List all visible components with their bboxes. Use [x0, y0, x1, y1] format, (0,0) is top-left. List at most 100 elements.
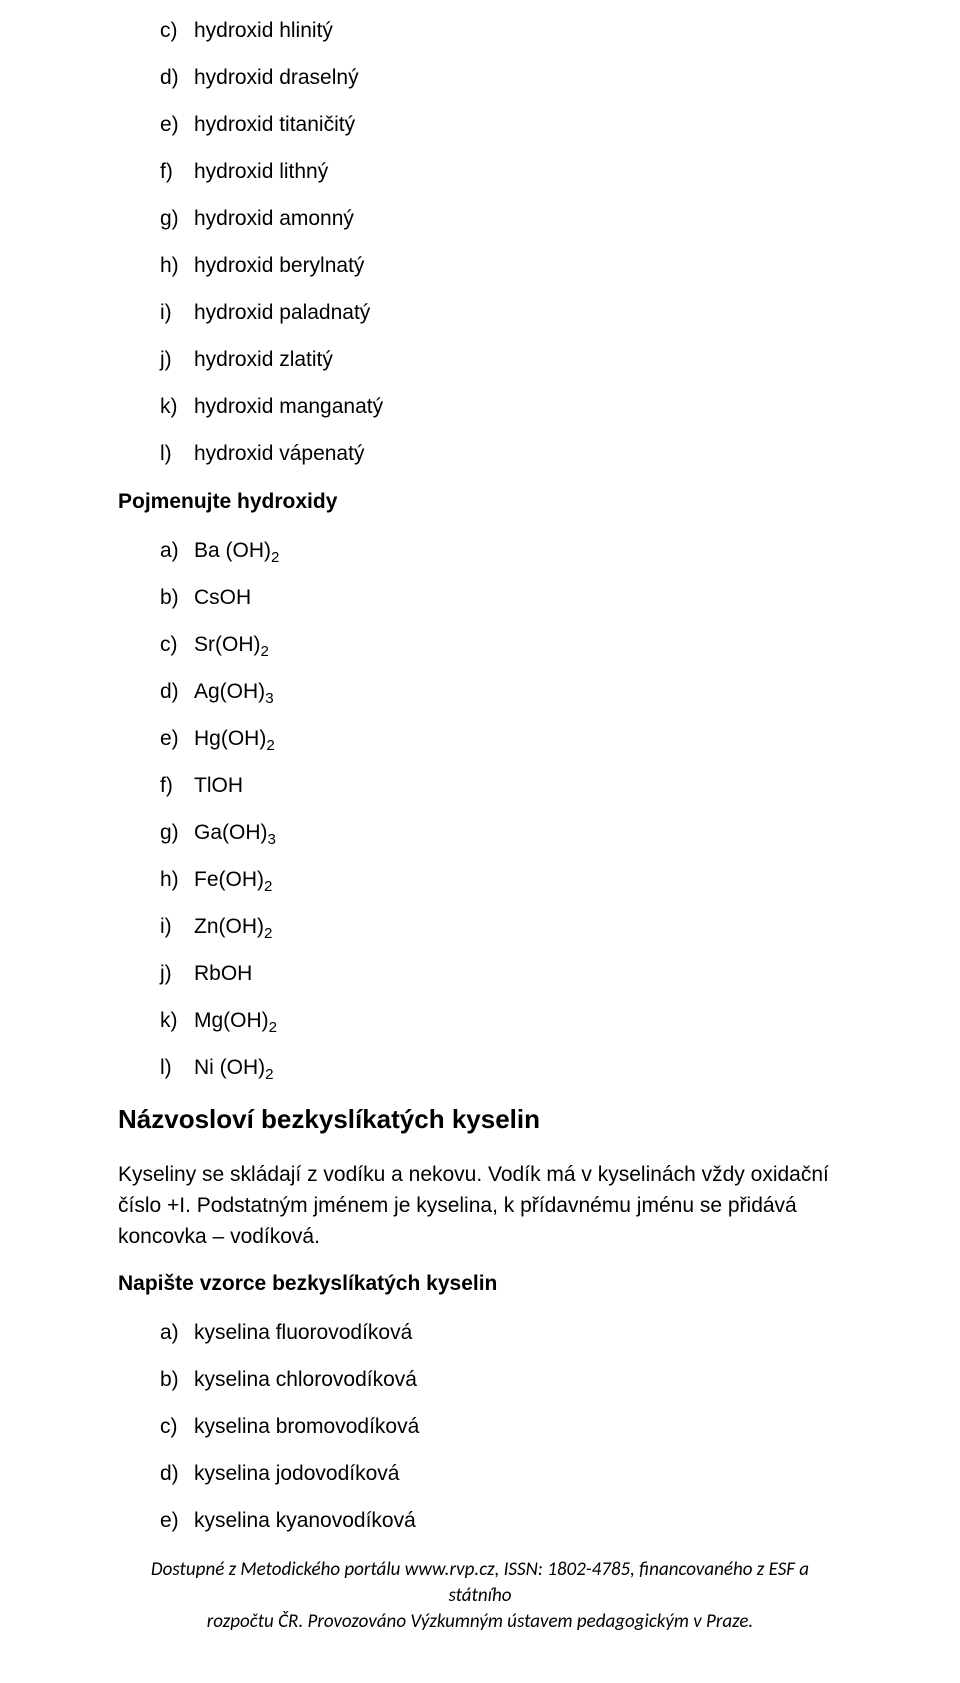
formula-sub: 3 — [265, 690, 273, 707]
formula-base: Hg(OH) — [194, 727, 266, 750]
list-item: j)RbOH — [160, 963, 842, 984]
item-text: kyselina jodovodíková — [194, 1462, 399, 1485]
list-item: h)Fe(OH)2 — [160, 869, 842, 890]
hydroxide-formulas-list: a)Ba (OH)2 b)CsOH c)Sr(OH)2 d)Ag(OH)3 e)… — [160, 540, 842, 1078]
item-text: hydroxid draselný — [194, 66, 359, 89]
formula-base: Ga(OH) — [194, 821, 268, 844]
formula-base: Ni (OH) — [194, 1056, 265, 1079]
formula-base: Ag(OH) — [194, 680, 265, 703]
heading-name-hydroxides: Pojmenujte hydroxidy — [118, 490, 842, 514]
formula-sub: 2 — [265, 1066, 273, 1083]
list-item: h)hydroxid berylnatý — [160, 255, 842, 276]
item-text: hydroxid vápenatý — [194, 442, 364, 465]
item-marker: f) — [160, 775, 194, 796]
item-text: hydroxid amonný — [194, 207, 354, 230]
list-item: c)hydroxid hlinitý — [160, 20, 842, 41]
item-marker: i) — [160, 302, 194, 323]
item-text: hydroxid manganatý — [194, 395, 383, 418]
formula-sub: 2 — [271, 549, 279, 566]
list-item: f)hydroxid lithný — [160, 161, 842, 182]
item-marker: c) — [160, 1416, 194, 1437]
formula-sub: 2 — [264, 925, 272, 942]
footer-line-2: rozpočtu ČR. Provozováno Výzkumným ústav… — [207, 1610, 753, 1633]
item-marker: c) — [160, 20, 194, 41]
list-item: e)Hg(OH)2 — [160, 728, 842, 749]
item-text: hydroxid paladnatý — [194, 301, 370, 324]
item-marker: b) — [160, 587, 194, 608]
formula-sub: 3 — [268, 831, 276, 848]
list-item: e)hydroxid titaničitý — [160, 114, 842, 135]
item-text: kyselina chlorovodíková — [194, 1368, 417, 1391]
item-text: hydroxid titaničitý — [194, 113, 355, 136]
list-item: l)hydroxid vápenatý — [160, 443, 842, 464]
acid-names-list: a)kyselina fluorovodíková b)kyselina chl… — [160, 1322, 842, 1531]
list-item: d)kyselina jodovodíková — [160, 1463, 842, 1484]
formula-sub: 2 — [261, 643, 269, 660]
list-item: k)Mg(OH)2 — [160, 1010, 842, 1031]
item-marker: h) — [160, 869, 194, 890]
list-item: j)hydroxid zlatitý — [160, 349, 842, 370]
formula-base: Ba (OH) — [194, 539, 271, 562]
formula-base: Zn(OH) — [194, 915, 264, 938]
formula-base: Fe(OH) — [194, 868, 264, 891]
list-item: d)Ag(OH)3 — [160, 681, 842, 702]
item-marker: h) — [160, 255, 194, 276]
item-marker: l) — [160, 443, 194, 464]
footer-line-1: Dostupné z Metodického portálu www.rvp.c… — [151, 1558, 809, 1607]
item-marker: a) — [160, 1322, 194, 1343]
formula-base: CsOH — [194, 586, 251, 609]
item-marker: g) — [160, 822, 194, 843]
item-marker: j) — [160, 963, 194, 984]
formula-sub: 2 — [266, 737, 274, 754]
formula-base: Sr(OH) — [194, 633, 261, 656]
item-text: hydroxid zlatitý — [194, 348, 333, 371]
item-marker: j) — [160, 349, 194, 370]
list-item: b)kyselina chlorovodíková — [160, 1369, 842, 1390]
list-item: e)kyselina kyanovodíková — [160, 1510, 842, 1531]
formula-base: TlOH — [194, 774, 243, 797]
list-item: g)hydroxid amonný — [160, 208, 842, 229]
item-marker: i) — [160, 916, 194, 937]
hydroxide-names-list: c)hydroxid hlinitý d)hydroxid draselný e… — [160, 20, 842, 464]
list-item: l)Ni (OH)2 — [160, 1057, 842, 1078]
item-text: hydroxid hlinitý — [194, 19, 333, 42]
item-marker: d) — [160, 1463, 194, 1484]
item-text: kyselina bromovodíková — [194, 1415, 419, 1438]
item-marker: d) — [160, 67, 194, 88]
list-item: i)Zn(OH)2 — [160, 916, 842, 937]
item-marker: l) — [160, 1057, 194, 1078]
heading-anoxic-acids-nomenclature: Názvosloví bezkyslíkatých kyselin — [118, 1104, 842, 1135]
list-item: d)hydroxid draselný — [160, 67, 842, 88]
list-item: f)TlOH — [160, 775, 842, 796]
heading-write-acid-formulas: Napište vzorce bezkyslíkatých kyselin — [118, 1272, 842, 1296]
item-marker: e) — [160, 1510, 194, 1531]
item-marker: e) — [160, 114, 194, 135]
footer-attribution: Dostupné z Metodického portálu www.rvp.c… — [118, 1557, 842, 1634]
item-text: kyselina kyanovodíková — [194, 1509, 416, 1532]
item-marker: k) — [160, 1010, 194, 1031]
item-marker: d) — [160, 681, 194, 702]
item-text: kyselina fluorovodíková — [194, 1321, 412, 1344]
item-marker: a) — [160, 540, 194, 561]
item-marker: c) — [160, 634, 194, 655]
item-marker: b) — [160, 1369, 194, 1390]
list-item: c)Sr(OH)2 — [160, 634, 842, 655]
formula-base: Mg(OH) — [194, 1009, 269, 1032]
list-item: i)hydroxid paladnatý — [160, 302, 842, 323]
item-marker: g) — [160, 208, 194, 229]
list-item: b)CsOH — [160, 587, 842, 608]
item-marker: f) — [160, 161, 194, 182]
list-item: g)Ga(OH)3 — [160, 822, 842, 843]
list-item: c)kyselina bromovodíková — [160, 1416, 842, 1437]
formula-base: RbOH — [194, 962, 252, 985]
paragraph-acids-explanation: Kyseliny se skládají z vodíku a nekovu. … — [118, 1159, 842, 1252]
list-item: a)Ba (OH)2 — [160, 540, 842, 561]
item-text: hydroxid berylnatý — [194, 254, 364, 277]
item-marker: k) — [160, 396, 194, 417]
list-item: k)hydroxid manganatý — [160, 396, 842, 417]
list-item: a)kyselina fluorovodíková — [160, 1322, 842, 1343]
item-marker: e) — [160, 728, 194, 749]
item-text: hydroxid lithný — [194, 160, 328, 183]
formula-sub: 2 — [264, 878, 272, 895]
formula-sub: 2 — [269, 1019, 277, 1036]
